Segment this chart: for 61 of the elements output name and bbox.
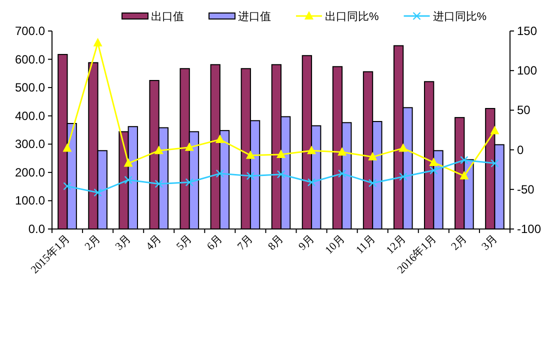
x-tick-label: 6月 (204, 232, 226, 253)
x-tick-label: 10月 (323, 232, 348, 257)
point (154, 180, 163, 188)
x-tick-label: 3月 (113, 232, 134, 253)
y2-tick-label: -50 (517, 182, 535, 196)
y2-tick-label: -100 (517, 222, 542, 236)
y2-tick-label: 50 (517, 103, 531, 118)
x-tick-label: 8月 (266, 232, 286, 253)
point (430, 166, 438, 174)
point (307, 146, 316, 154)
x-tick-label: 3月 (480, 232, 500, 253)
x-tick-label: 2月 (82, 232, 103, 253)
y-tick-label: 600.0 (14, 52, 46, 66)
y-tick-label: 100.0 (14, 194, 46, 208)
point (216, 169, 224, 178)
y-tick-label: 0.0 (28, 222, 46, 236)
x-tick-label: 9月 (296, 232, 317, 253)
x-tick-label: 4月 (144, 232, 164, 253)
point (368, 152, 378, 160)
point (398, 143, 408, 152)
point (62, 143, 72, 152)
point (124, 158, 133, 167)
y2-tick-label: 0 (517, 142, 524, 157)
point (429, 157, 438, 166)
y2-tick-label: 100 (517, 64, 538, 78)
y-tick-label: 300.0 (14, 137, 46, 152)
x-tick-label: 11月 (354, 232, 378, 256)
point (368, 178, 377, 188)
point (399, 172, 408, 181)
legend-label: 进口值 (238, 10, 271, 23)
point (276, 170, 286, 178)
point (184, 142, 194, 151)
y-tick-label: 700.0 (14, 24, 46, 38)
x-tick-label: 5月 (174, 232, 195, 253)
x-tick-label: 7月 (235, 232, 256, 253)
y-tick-label: 400.0 (14, 108, 46, 123)
x-tick-label: 2月 (449, 232, 470, 253)
point (63, 182, 72, 190)
point (154, 146, 164, 154)
point (307, 178, 316, 186)
point (185, 178, 194, 186)
point (338, 147, 347, 156)
point (93, 38, 102, 46)
point (246, 150, 255, 159)
point (276, 150, 286, 158)
x-tick-label: 12月 (384, 232, 408, 257)
point (460, 170, 469, 180)
legend-label: 进口同比% (432, 10, 487, 23)
point (490, 159, 499, 168)
point (490, 126, 500, 134)
point (215, 134, 224, 144)
point (94, 188, 102, 197)
point (246, 172, 255, 180)
point (338, 169, 346, 178)
y-tick-label: 500.0 (14, 80, 46, 95)
point (460, 156, 468, 164)
legend-label: 出口同比% (325, 10, 379, 23)
y2-tick-label: 150 (517, 24, 538, 38)
y-tick-label: 200.0 (14, 165, 46, 180)
legend-label: 出口值 (151, 10, 184, 23)
point (124, 176, 132, 184)
